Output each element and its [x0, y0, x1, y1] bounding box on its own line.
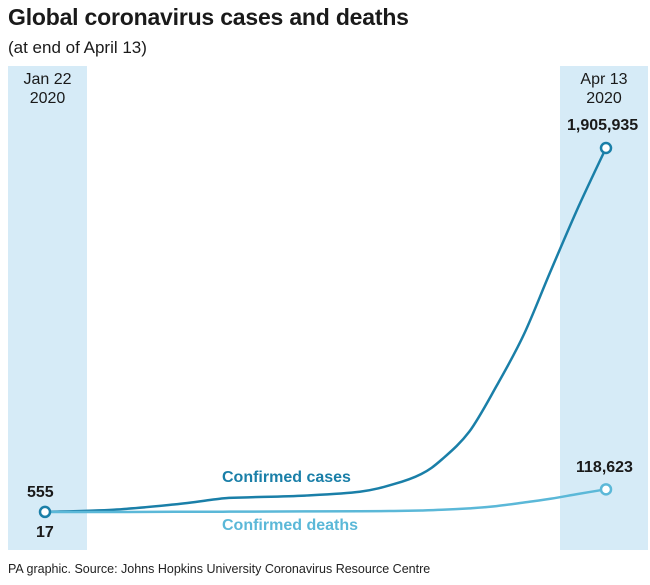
end-year: 2020 [586, 90, 622, 107]
cases-series-label: Confirmed cases [222, 469, 351, 486]
deaths-line [44, 488, 607, 514]
cases-line [44, 147, 608, 514]
deaths-series-label: Confirmed deaths [222, 517, 359, 534]
end-date-label: Apr 13 2020 [560, 70, 648, 108]
start-date-label: Jan 22 2020 [8, 70, 87, 108]
series-endpoints [38, 141, 613, 519]
chart-subtitle: (at end of April 13) [8, 38, 147, 57]
start-date-band [8, 66, 87, 550]
start-date: Jan 22 [23, 71, 72, 88]
cases-start-point [38, 505, 52, 519]
deaths-end-point [599, 483, 613, 496]
start-year: 2020 [29, 90, 66, 107]
deaths-end-value: 118,623 [576, 459, 633, 476]
chart-title: Global coronavirus cases and deaths [8, 4, 409, 30]
deaths-start-value: 17 [36, 524, 54, 541]
source-note: PA graphic. Source: Johns Hopkins Univer… [8, 562, 431, 576]
cases-end-point [599, 141, 613, 155]
series-lines [44, 147, 608, 514]
cases-end-value: 1,905,935 [567, 117, 639, 134]
end-date: Apr 13 [580, 71, 628, 88]
cases-start-value: 555 [27, 484, 54, 501]
